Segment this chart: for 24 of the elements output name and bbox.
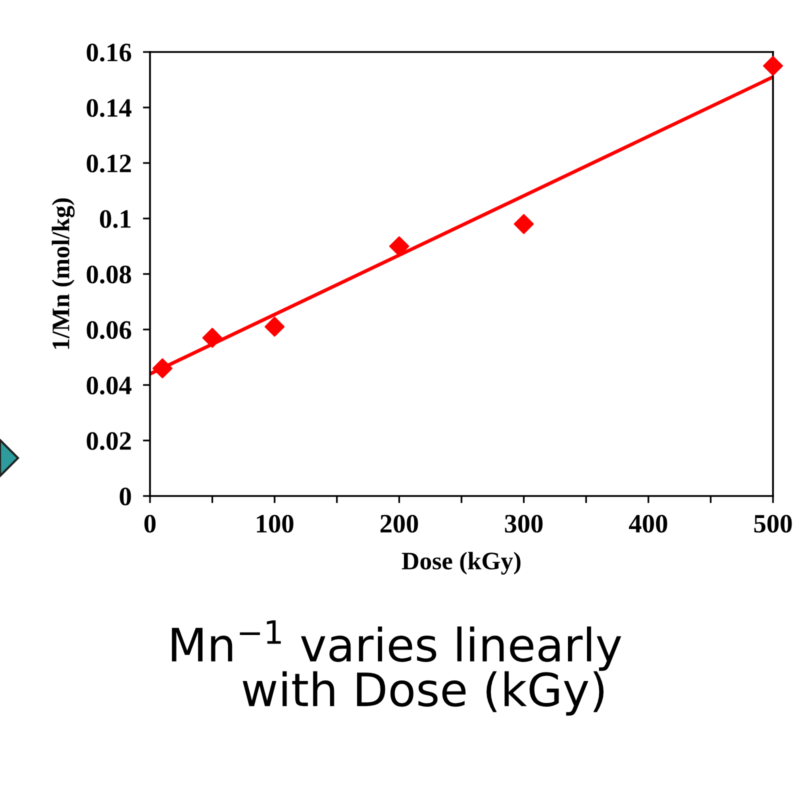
y-tick-label: 0	[120, 488, 131, 506]
y-tick-label: 0.08	[86, 266, 132, 284]
y-tick-label: 0.02	[86, 432, 131, 450]
point	[152, 358, 172, 378]
x-tick-label: 500	[754, 514, 792, 533]
y-tick-label: 0.12	[86, 154, 131, 173]
point	[264, 316, 285, 337]
y-tick-label: 0.06	[86, 321, 132, 340]
x-axis-title: Dose (kGy)	[402, 552, 520, 575]
y-tick-label: 0.04	[86, 376, 132, 395]
text: Mn$^{−1}$ varies linearly with Dose (kGy)	[172, 620, 622, 716]
y-tick-label: 0.14	[86, 99, 132, 118]
x-tick-label: 100	[256, 514, 294, 533]
y-tick-label: 0.16	[86, 44, 132, 62]
point	[762, 56, 784, 76]
x-tick-label: 300	[505, 514, 543, 533]
point	[514, 214, 534, 234]
point	[389, 236, 410, 256]
y-tick-label: 0.1	[100, 210, 131, 228]
point	[202, 328, 222, 348]
x-tick-label: 400	[628, 514, 668, 533]
x-tick-label: 0	[144, 514, 156, 533]
y-axis-title: 1/Mn (mol/kg)	[52, 198, 75, 349]
x-tick-label: 200	[380, 514, 418, 533]
